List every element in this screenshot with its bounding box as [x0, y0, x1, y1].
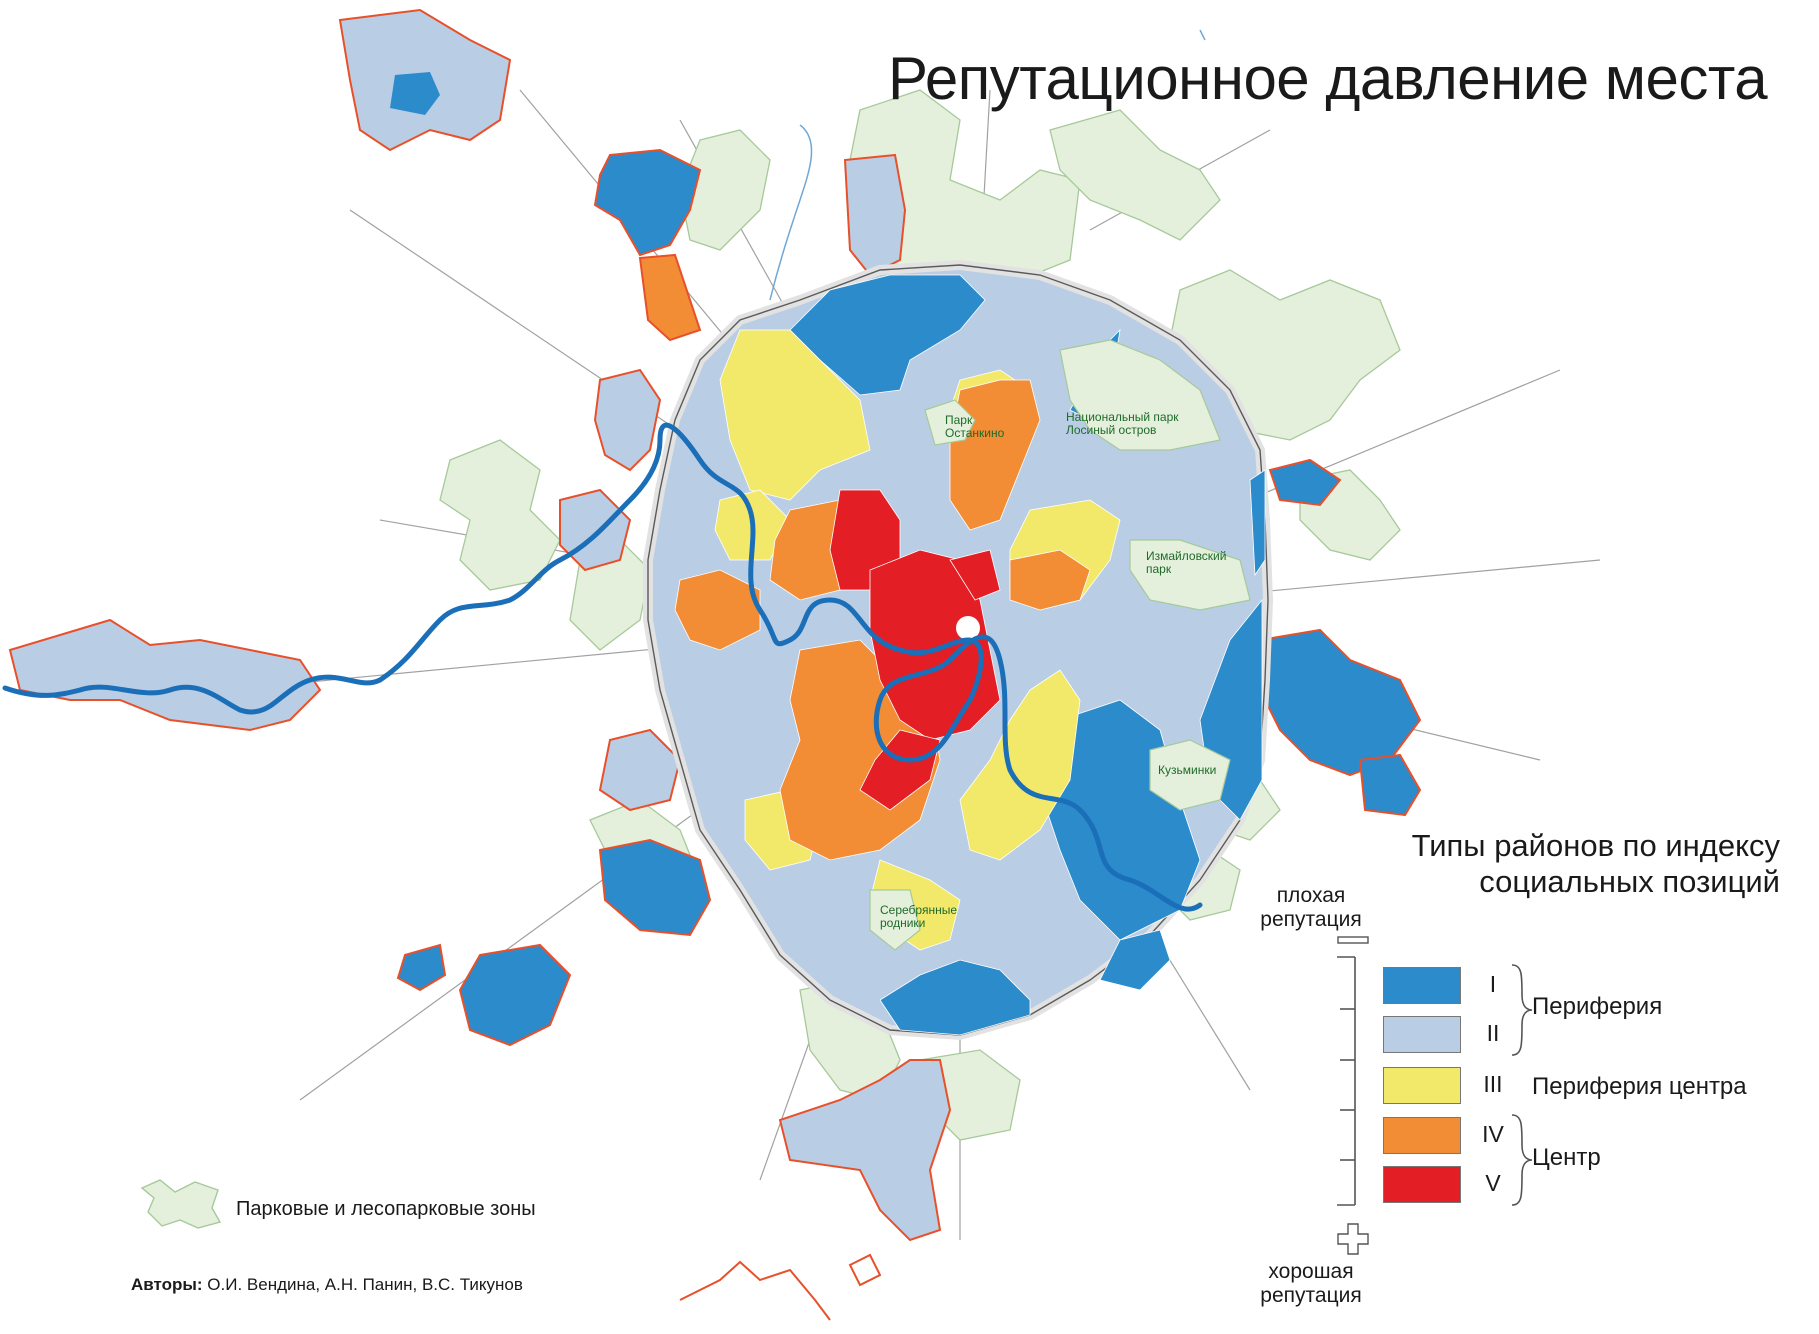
territory-northwest — [593, 148, 702, 257]
park-serebryanye — [869, 889, 921, 951]
legend-roman-ii: II — [1486, 1020, 1500, 1046]
rep-label-line: плохая — [1276, 884, 1346, 907]
park-ostankino — [924, 399, 976, 446]
park-label-line: Лосиный остров — [1066, 423, 1157, 437]
legend-swatch-v — [1383, 1166, 1461, 1203]
park-label-line: родники — [880, 916, 926, 930]
park-kuzminki — [1149, 739, 1231, 811]
moskva-river — [2, 422, 1203, 912]
district-type-v — [859, 729, 941, 811]
territory-west-b — [559, 488, 632, 572]
kremlin-center — [956, 616, 980, 640]
park-label-ostankino: Парк Останкино — [945, 414, 1004, 440]
territory-southwest-b — [598, 838, 712, 937]
territory-zelenograd-core — [390, 72, 440, 115]
legend-swatch-ii — [1383, 1016, 1461, 1053]
territory-east-c — [1358, 753, 1422, 817]
park-label-kuzminki: Кузьминки — [1158, 764, 1216, 777]
legend-title-line: социальных позиций — [1479, 864, 1780, 899]
brace-periphery — [1511, 964, 1533, 1056]
legend-group-center-periphery: Периферия центра — [1532, 1073, 1747, 1100]
district-type-iv — [1009, 549, 1091, 611]
legend-swatch-iii — [1383, 1067, 1461, 1104]
district-type-iv — [674, 569, 761, 651]
park-label-izmailovsky: Измайловский парк — [1146, 550, 1226, 576]
authors-credit: Авторы: О.И. Вендина, А.Н. Панин, В.С. Т… — [131, 1275, 523, 1295]
territory-southwest-a — [598, 728, 682, 812]
district-type-iii — [959, 669, 1081, 861]
legend-swatch-i — [1383, 967, 1461, 1004]
rep-label-line: репутация — [1260, 1284, 1362, 1307]
park-label-serebryanye: Серебрянные родники — [880, 904, 957, 930]
territory-south-a — [396, 943, 447, 992]
legend-scale — [1337, 956, 1356, 1206]
park-izmailovsky — [1129, 539, 1251, 611]
territory-new-moscow — [778, 1059, 952, 1242]
legend-group-periphery: Периферия — [1532, 993, 1663, 1020]
district-type-i — [1099, 929, 1171, 991]
rep-label-line: репутация — [1260, 908, 1362, 931]
legend-roman-iii: III — [1483, 1071, 1503, 1097]
legend-roman-v: V — [1485, 1170, 1501, 1196]
park-zone — [439, 439, 561, 591]
territory-dzerzhinsky — [848, 1253, 882, 1287]
park-label-line: Кузьминки — [1158, 763, 1217, 777]
good-reputation-label: хорошая репутация — [1231, 1260, 1391, 1308]
park-label-line: Измайловский — [1146, 549, 1227, 563]
territory-east-a — [1268, 458, 1342, 507]
park-label-losiny: Национальный парк Лосиный остров — [1066, 411, 1179, 437]
legend-swatch-iv — [1383, 1117, 1461, 1154]
territory-north-strip — [843, 153, 907, 277]
legend-roman-iv: IV — [1482, 1121, 1504, 1147]
park-losiny — [1059, 339, 1221, 451]
territory-south-b — [458, 943, 572, 1047]
authors-label: Авторы: — [131, 1275, 203, 1294]
legend-title: Типы районов по индексу социальных позиц… — [1340, 828, 1780, 900]
park-label-line: Парк — [945, 413, 973, 427]
park-label-line: Серебрянные — [880, 903, 958, 917]
district-type-i — [1249, 469, 1266, 577]
district-type-v — [949, 549, 1001, 601]
district-type-iii — [719, 329, 871, 501]
authors-names: О.И. Вендина, А.Н. Панин, В.С. Тикунов — [207, 1275, 523, 1294]
brace-center — [1511, 1114, 1533, 1206]
legend-braces — [1511, 964, 1533, 1206]
legend-roman-i: I — [1489, 971, 1497, 997]
district-type-v — [869, 549, 1001, 741]
district-type-i — [789, 274, 986, 396]
outlying-territories — [8, 8, 1422, 1287]
district-type-i — [879, 959, 1031, 1036]
map-title: Репутационное давление места — [888, 45, 1768, 112]
legend-group-center: Центр — [1532, 1144, 1601, 1171]
inner-parks — [869, 339, 1251, 951]
south-boundary-line — [679, 1260, 831, 1321]
territory-east-b — [1259, 628, 1422, 777]
rep-label-line: хорошая — [1268, 1260, 1354, 1283]
legend-plus-sign — [1337, 1223, 1369, 1255]
park-legend-swatch — [140, 1179, 222, 1229]
territory-far-west — [8, 618, 322, 732]
territory-west-a — [593, 368, 662, 472]
territory-northwest-orange — [638, 253, 702, 342]
park-label-line: Национальный парк — [1066, 410, 1179, 424]
legend-parks-label: Парковые и лесопарковые зоны — [236, 1198, 536, 1220]
legend-title-line: Типы районов по индексу — [1411, 828, 1780, 863]
river-tributaries — [769, 29, 1206, 301]
mkad-outline — [647, 264, 1269, 1036]
legend-minus-sign — [1337, 936, 1369, 944]
districts — [674, 274, 1266, 1036]
park-zone — [1049, 109, 1221, 241]
park-label-line: Останкино — [945, 426, 1005, 440]
park-label-line: парк — [1146, 562, 1172, 576]
bad-reputation-label: плохая репутация — [1231, 884, 1391, 932]
